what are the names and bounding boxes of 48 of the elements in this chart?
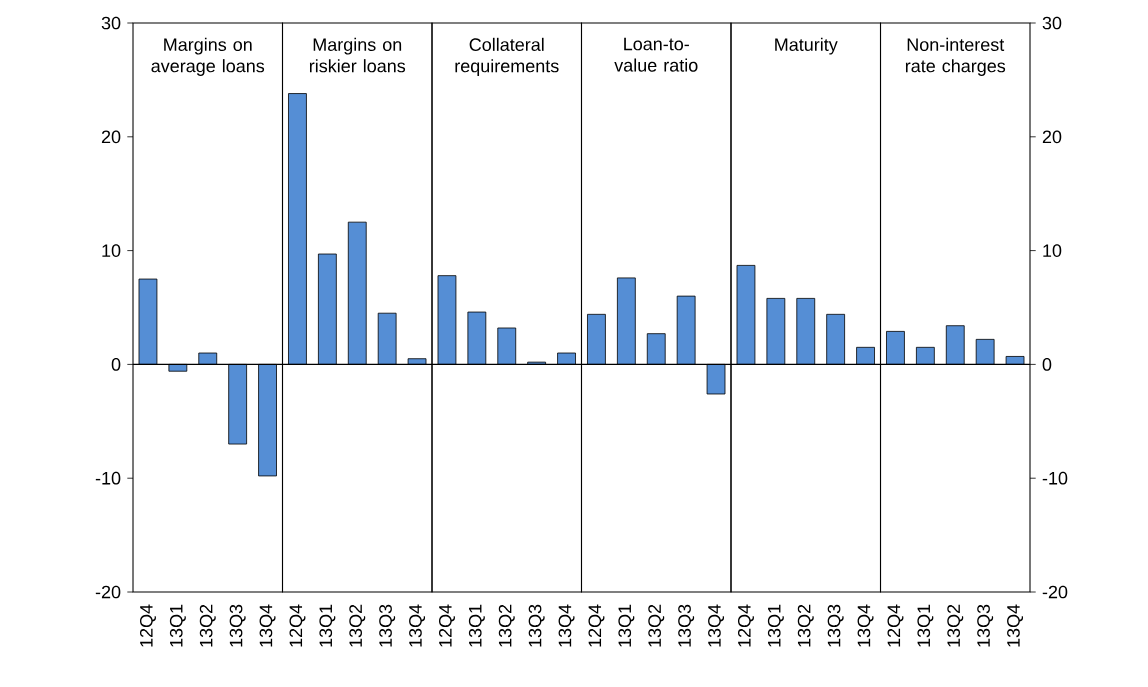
text: Margins on riskier loans bbox=[309, 37, 406, 73]
x-tick-label: 13Q2 bbox=[199, 604, 216, 647]
x-tick-label: 13Q2 bbox=[947, 604, 964, 647]
x-tick-label: 13Q4 bbox=[708, 604, 725, 647]
x-tick-label: 13Q3 bbox=[678, 604, 695, 647]
y2-tick-label: -10 bbox=[1042, 471, 1068, 485]
y-tick-label: 10 bbox=[102, 244, 121, 257]
x-tick-label: 12Q4 bbox=[737, 604, 754, 647]
x-tick-label: 13Q1 bbox=[468, 604, 485, 647]
y2-tick-label: 10 bbox=[1043, 244, 1062, 257]
y2-tick-label: 20 bbox=[1042, 130, 1062, 144]
y-tick-label: -20 bbox=[95, 585, 121, 599]
text: Non-interest rate charges bbox=[905, 37, 1006, 76]
x-tick-label: 13Q4 bbox=[409, 604, 426, 647]
y-tick-label: -10 bbox=[95, 471, 121, 485]
y-tick-label: 30 bbox=[101, 16, 121, 30]
x-tick-label: 13Q4 bbox=[857, 604, 874, 647]
y2-tick-label: 0 bbox=[1042, 358, 1052, 371]
x-tick-label: 13Q3 bbox=[977, 604, 994, 647]
text: Maturity bbox=[775, 37, 838, 55]
x-tick-label: 13Q1 bbox=[767, 604, 784, 647]
x-tick-label: 12Q4 bbox=[289, 604, 306, 647]
x-tick-label: 13Q4 bbox=[1007, 604, 1024, 647]
x-tick-label: 13Q2 bbox=[648, 604, 665, 647]
x-tick-label: 13Q4 bbox=[558, 604, 575, 647]
x-tick-label: 13Q3 bbox=[827, 604, 844, 647]
x-tick-label: 13Q3 bbox=[229, 604, 246, 647]
y-tick-label: 20 bbox=[101, 130, 121, 144]
text: Loan-to-value ratio bbox=[614, 37, 698, 72]
y-tick-label: 0 bbox=[111, 358, 121, 371]
x-tick-label: 13Q1 bbox=[917, 604, 934, 647]
y2-tick-label: 30 bbox=[1042, 16, 1062, 30]
x-tick-label: 13Q3 bbox=[379, 604, 396, 647]
text: Collateral requirements bbox=[455, 37, 559, 76]
x-tick-label: 12Q4 bbox=[588, 604, 605, 647]
x-tick-label: 13Q1 bbox=[618, 604, 635, 647]
x-tick-label: 13Q2 bbox=[797, 604, 814, 647]
x-tick-label: 13Q3 bbox=[528, 604, 545, 647]
x-tick-label: 12Q4 bbox=[887, 604, 904, 647]
x-tick-label: 13Q1 bbox=[169, 604, 186, 647]
x-tick-label: 12Q4 bbox=[139, 604, 156, 647]
x-tick-label: 13Q2 bbox=[349, 604, 366, 647]
x-tick-label: 13Q4 bbox=[259, 604, 276, 647]
x-tick-label: 12Q4 bbox=[438, 604, 455, 647]
x-tick-label: 13Q2 bbox=[498, 604, 515, 647]
x-tick-label: 13Q1 bbox=[319, 604, 336, 647]
y2-tick-label: -20 bbox=[1042, 585, 1068, 599]
text: Margins on average loans bbox=[151, 37, 265, 76]
